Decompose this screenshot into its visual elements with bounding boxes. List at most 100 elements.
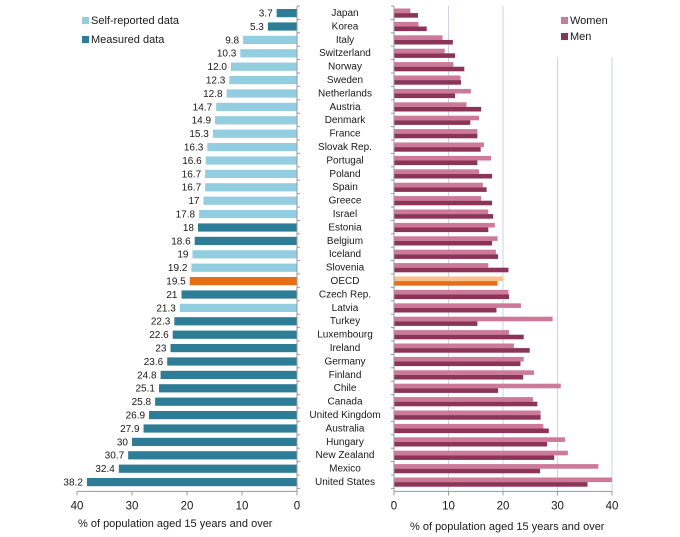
legend-label-men: Men	[570, 31, 591, 43]
left-value-label-japan: 3.7	[259, 9, 273, 20]
left-value-label-netherlands: 12.8	[203, 89, 223, 100]
left-x-tick-label-30: 30	[126, 500, 139, 512]
right-bar-men-belgium	[394, 240, 493, 246]
right-bar-women-slovenia	[394, 263, 489, 268]
right-bar-men-latvia	[394, 307, 497, 313]
right-bar-women-denmark	[394, 115, 480, 121]
left-value-label-germany: 23.6	[144, 357, 164, 368]
country-label-norway: Norway	[328, 62, 362, 73]
left-value-label-canada: 25.8	[132, 397, 152, 408]
country-label-czech-rep: Czech Rep.	[319, 289, 371, 300]
right-bar-women-chile	[394, 383, 561, 389]
right-bar-men-spain	[394, 187, 487, 192]
right-bar-men-united-kingdom	[394, 415, 541, 420]
left-bar-slovenia	[191, 263, 297, 272]
right-bar-men-mexico	[394, 468, 541, 474]
country-label-greece: Greece	[329, 196, 362, 207]
right-bar-men-germany	[394, 361, 521, 367]
left-bar-slovak-rep	[207, 143, 297, 152]
right-bar-women-greece	[394, 196, 482, 201]
left-bar-chart: 3.7 5.3 9.8 10.3 12.0 12.3 12.8 14.7 14.9 15.3 16.…	[63, 5, 300, 512]
country-label-hungary: Hungary	[326, 437, 364, 448]
left-bar-oecd	[189, 277, 297, 286]
right-bar-women-australia	[394, 423, 544, 429]
left-bar-israel	[199, 210, 297, 219]
right-bar-women-luxembourg	[394, 330, 509, 335]
left-bar-greece	[203, 196, 297, 205]
left-value-label-switzerland: 10.3	[217, 49, 237, 60]
right-bar-women-estonia	[394, 222, 495, 228]
left-value-label-estonia: 18	[183, 223, 195, 234]
left-bar-spain	[205, 183, 297, 192]
left-value-label-italy: 9.8	[225, 35, 239, 46]
right-bar-men-slovenia	[394, 267, 509, 273]
country-label-luxembourg: Luxembourg	[317, 330, 373, 341]
right-bar-chart: 0 10 20 30 40	[391, 5, 618, 512]
right-bar-men-israel	[394, 214, 494, 219]
left-value-label-chile: 25.1	[135, 384, 155, 395]
left-x-tick-label-40: 40	[71, 500, 84, 512]
left-value-label-france: 15.3	[189, 129, 209, 140]
right-bar-men-slovak-rep	[394, 147, 481, 152]
right-bar-women-poland	[394, 169, 480, 174]
country-label-chile: Chile	[334, 383, 357, 394]
left-value-label-latvia: 21.3	[156, 303, 176, 314]
left-value-label-iceland: 19	[177, 250, 189, 261]
right-bar-men-austria	[394, 106, 482, 112]
legend-swatch-measured	[82, 36, 89, 43]
left-bar-latvia	[179, 303, 297, 312]
right-bar-women-netherlands	[394, 88, 471, 94]
country-label-mexico: Mexico	[329, 464, 361, 475]
right-bar-women-france	[394, 129, 478, 134]
right-bar-women-united-kingdom	[394, 410, 541, 416]
country-label-austria: Austria	[329, 102, 361, 113]
left-bar-new-zealand	[128, 451, 297, 460]
right-bar-men-japan	[394, 13, 418, 18]
left-value-label-czech-rep: 21	[166, 290, 178, 301]
country-label-iceland: Iceland	[329, 249, 361, 260]
left-bar-estonia	[198, 223, 297, 232]
right-bar-men-united-states	[394, 482, 588, 487]
country-label-netherlands: Netherlands	[318, 88, 372, 99]
country-label-turkey: Turkey	[330, 316, 360, 327]
left-value-label-slovak-rep: 16.3	[184, 143, 204, 154]
right-bar-men-sweden	[394, 80, 462, 85]
right-bar-women-norway	[394, 62, 454, 67]
right-bar-men-finland	[394, 374, 524, 380]
left-value-label-israel: 17.8	[176, 210, 196, 221]
right-bar-men-ireland	[394, 348, 530, 353]
right-bar-men-chile	[394, 388, 499, 393]
left-value-label-united-kingdom: 26.9	[126, 411, 146, 422]
left-bar-chile	[158, 384, 297, 393]
country-label-korea: Korea	[332, 21, 359, 32]
right-bar-men-estonia	[394, 227, 489, 233]
left-value-label-luxembourg: 22.6	[149, 330, 169, 341]
right-bar-men-luxembourg	[394, 334, 524, 340]
country-label-oecd: OECD	[331, 276, 360, 287]
left-value-label-norway: 12.0	[208, 62, 228, 73]
right-bar-men-denmark	[394, 120, 471, 125]
legend-label-measured: Measured data	[91, 34, 165, 46]
country-label-new-zealand: New Zealand	[316, 450, 375, 461]
right-bar-women-spain	[394, 182, 483, 188]
right-bar-women-hungary	[394, 437, 566, 442]
left-value-label-mexico: 32.4	[95, 464, 115, 475]
right-bar-women-japan	[394, 8, 411, 14]
country-label-poland: Poland	[329, 169, 360, 180]
left-x-tick-label-10: 10	[236, 500, 249, 512]
country-label-portugal: Portugal	[326, 155, 363, 166]
right-bar-women-italy	[394, 35, 443, 40]
right-bar-men-poland	[394, 173, 493, 179]
right-bar-men-canada	[394, 401, 538, 407]
country-label-slovenia: Slovenia	[326, 263, 365, 274]
right-x-axis-title: % of population aged 15 years and over	[410, 521, 605, 533]
right-bar-women-latvia	[394, 303, 521, 308]
country-label-denmark: Denmark	[325, 115, 367, 126]
left-bar-sweden	[229, 76, 297, 85]
left-bar-switzerland	[240, 49, 297, 58]
left-value-label-denmark: 14.9	[192, 116, 212, 127]
right-x-tick-label-10: 10	[442, 500, 455, 512]
right-bar-men-korea	[394, 26, 427, 32]
left-bar-norway	[231, 62, 297, 71]
country-label-spain: Spain	[332, 182, 358, 193]
